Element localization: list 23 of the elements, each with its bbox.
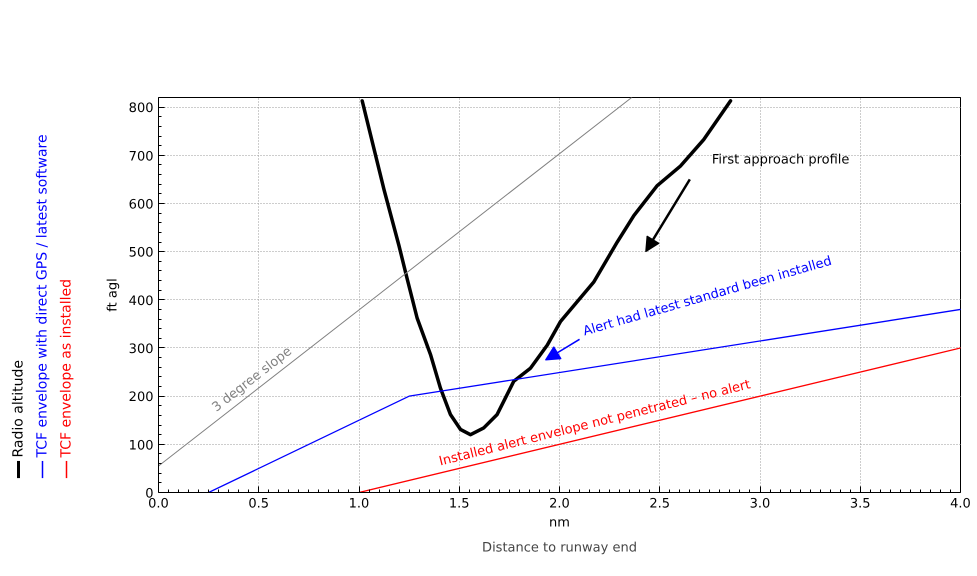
y-axis-title: ft agl bbox=[106, 278, 121, 312]
y-tick-label: 500 bbox=[128, 246, 154, 261]
y-tick-label: 800 bbox=[128, 101, 154, 116]
x-tick-label: 1.0 bbox=[348, 496, 370, 512]
y-tick-label: 700 bbox=[128, 149, 154, 164]
x-tick-label: 2.0 bbox=[549, 496, 570, 512]
x-tick-label: 4.0 bbox=[950, 496, 971, 512]
text: TCF envelope with direct GPS / latest software bbox=[34, 134, 50, 459]
x-tick-label: 3.5 bbox=[850, 496, 871, 512]
y-tick-label: 200 bbox=[128, 390, 154, 406]
text: Radio altitude bbox=[10, 360, 26, 458]
y-tick-label: 600 bbox=[128, 197, 154, 212]
annotation: First approach profile bbox=[712, 152, 850, 168]
y-tick-label: 400 bbox=[128, 294, 154, 309]
text: nm Distance to runway end bbox=[482, 516, 637, 556]
text: TCF envelope as installed bbox=[58, 278, 74, 459]
y-tick-label: 100 bbox=[128, 438, 154, 454]
x-tick-label: 1.5 bbox=[448, 496, 470, 512]
x-tick-label: 0.5 bbox=[248, 496, 270, 512]
y-tick-label: 300 bbox=[128, 342, 154, 357]
x-tick-label: 0.0 bbox=[148, 496, 169, 512]
x-tick-label: 2.5 bbox=[649, 496, 670, 512]
x-tick-label: 3.0 bbox=[750, 496, 770, 512]
